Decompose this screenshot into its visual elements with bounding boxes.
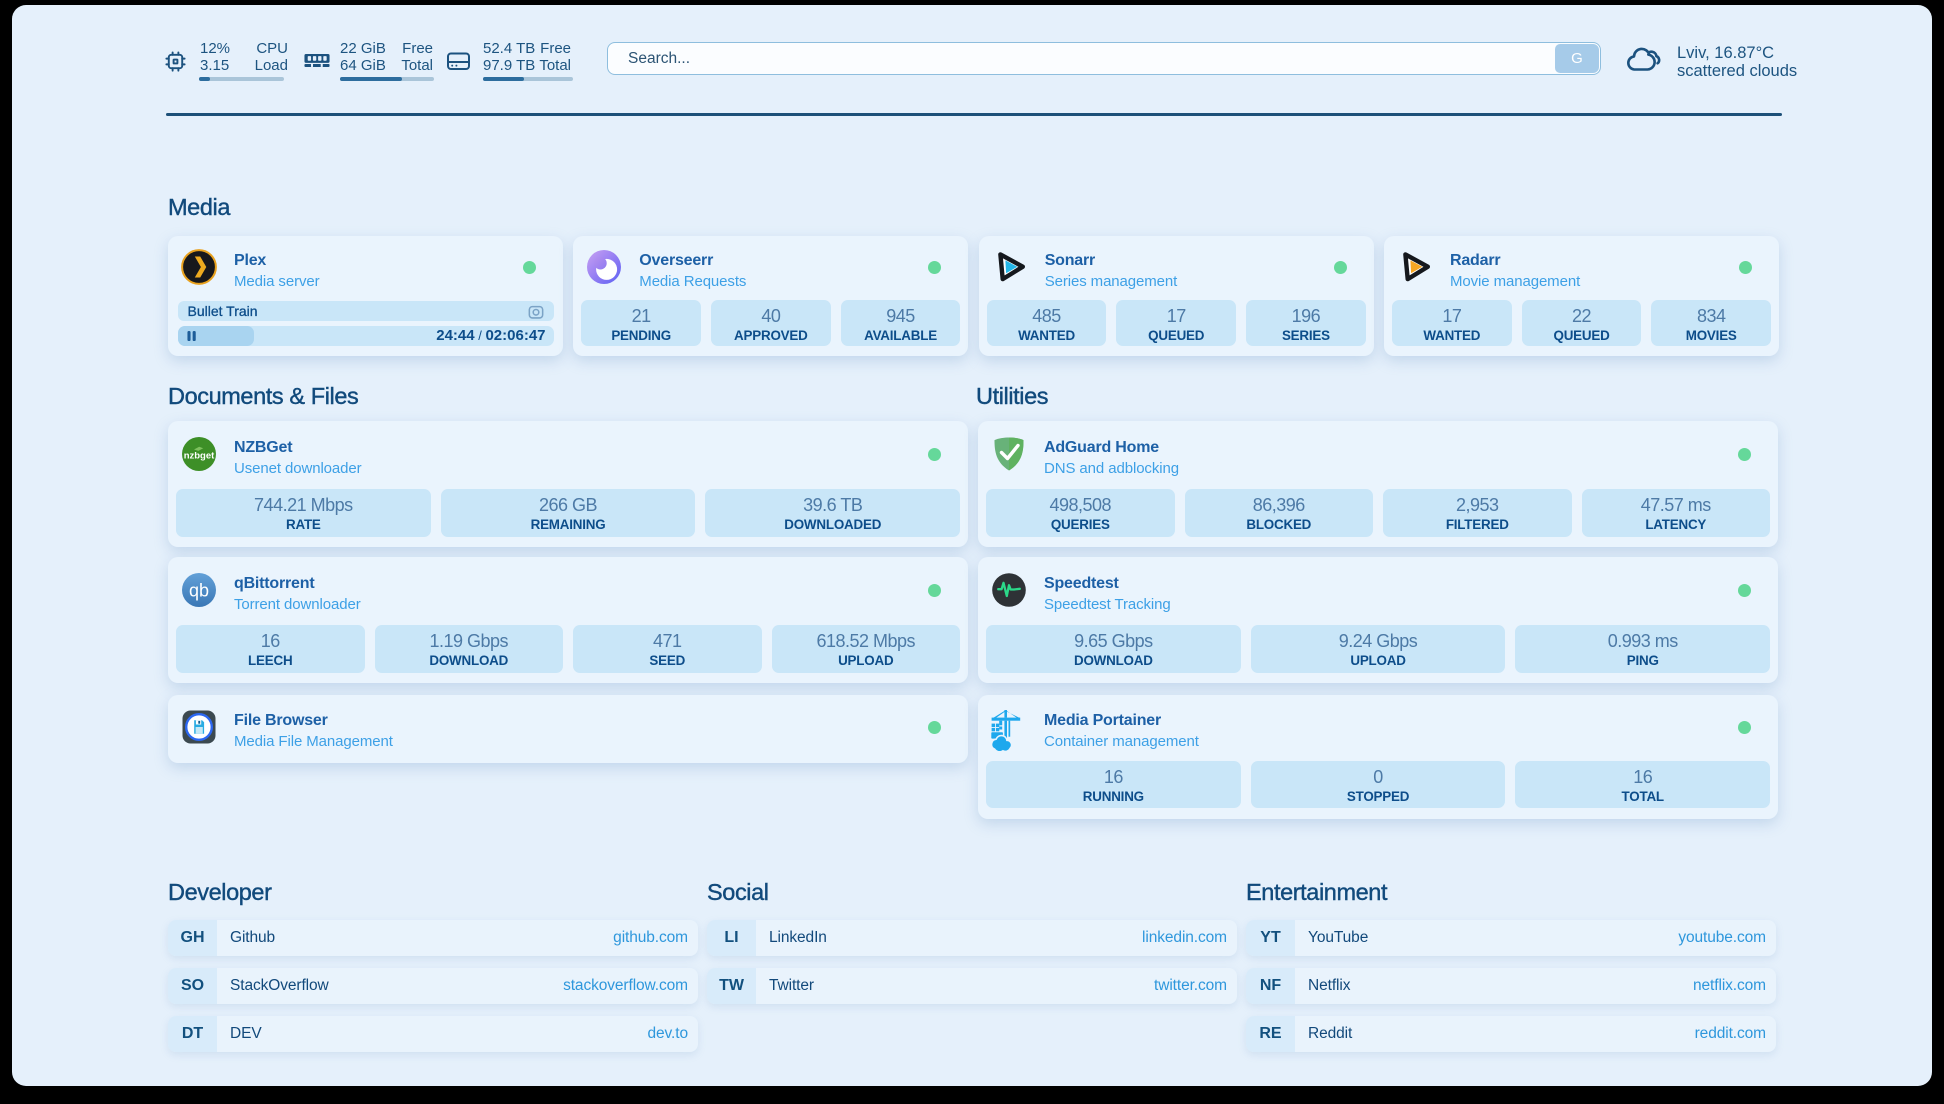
svg-text:nzbget: nzbget	[184, 451, 215, 462]
svg-text:qb: qb	[189, 581, 209, 601]
